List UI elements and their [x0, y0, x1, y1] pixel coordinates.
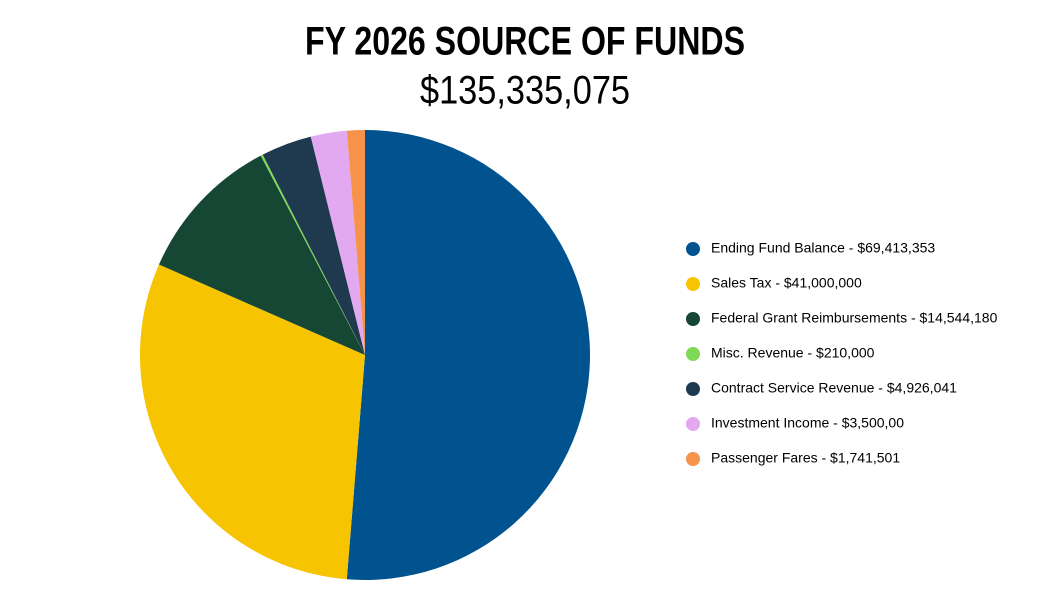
legend-label: Ending Fund Balance - $69,413,353	[711, 240, 935, 256]
pie	[139, 130, 590, 580]
legend: Ending Fund Balance - $69,413,353 Sales T…	[686, 240, 998, 466]
pie-slice	[139, 264, 365, 580]
legend-label: Misc. Revenue - $210,000	[711, 345, 875, 361]
pie-slice	[262, 136, 365, 355]
legend-swatch	[686, 452, 700, 466]
legend-swatch	[686, 417, 700, 431]
legend-label: Federal Grant Reimbursements - $14,544,1…	[711, 310, 998, 326]
legend-swatch	[686, 382, 700, 396]
pie-slice	[310, 130, 365, 355]
pie-slice	[260, 154, 365, 355]
legend-label: Sales Tax - $41,000,000	[711, 275, 862, 291]
legend-label: Investment Income - $3,500,00	[711, 415, 904, 431]
chart-subtitle: $135,335,075	[420, 69, 630, 113]
pie-slice	[346, 130, 590, 580]
legend-label: Passenger Fares - $1,741,501	[711, 450, 900, 466]
legend-swatch	[686, 277, 700, 291]
legend-swatch	[686, 347, 700, 361]
pie-slice	[158, 155, 365, 355]
legend-swatch	[686, 312, 700, 326]
legend-label: Contract Service Revenue - $4,926,041	[711, 380, 957, 396]
chart-title: FY 2026 SOURCE OF FUNDS	[305, 20, 745, 64]
pie-slice	[346, 130, 365, 355]
legend-swatch	[686, 242, 700, 256]
